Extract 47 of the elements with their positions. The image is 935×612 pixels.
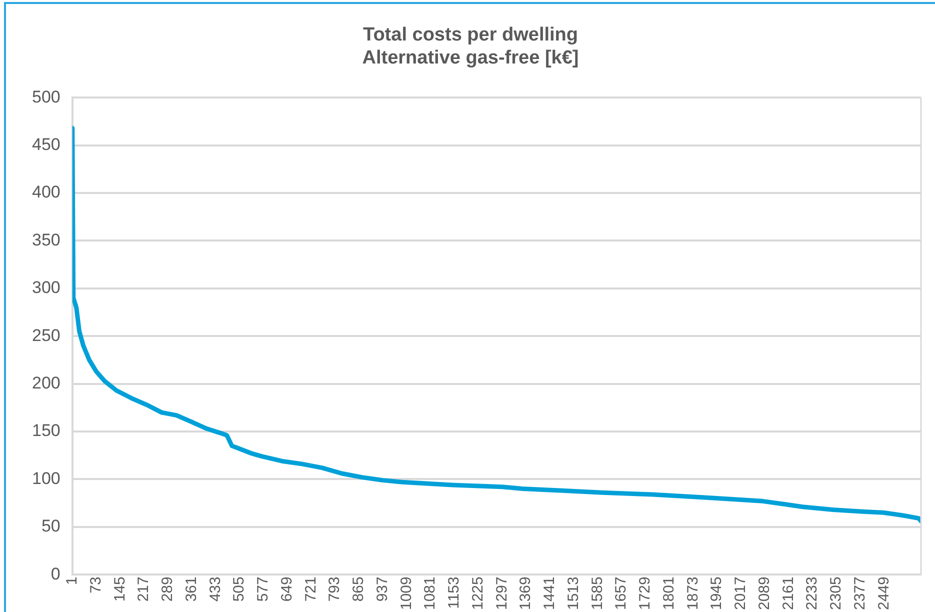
x-tick-label: 1441: [541, 576, 558, 610]
y-tick-label: 100: [32, 468, 60, 488]
x-tick-label: 1513: [564, 576, 582, 610]
x-tick-label: 289: [159, 576, 176, 602]
y-tick-label: 350: [32, 230, 60, 250]
y-tick-label: 400: [32, 182, 60, 202]
x-tick-label: 1369: [517, 576, 534, 610]
x-tick-label: 505: [230, 576, 248, 602]
x-tick-label: 217: [135, 576, 152, 602]
x-tick-label: 649: [278, 576, 296, 602]
x-tick-label: 937: [374, 576, 391, 602]
y-tick-label: 0: [50, 564, 60, 584]
y-tick-label: 250: [32, 326, 60, 345]
x-tick-label: 433: [206, 576, 224, 602]
x-tick-label: 1009: [398, 576, 415, 610]
y-tick-label: 50: [41, 516, 60, 536]
x-tick-label: 73: [87, 576, 104, 594]
x-tick-label: 1225: [469, 576, 486, 610]
x-tick-label: 1873: [684, 576, 702, 610]
x-tick-label: 1: [64, 576, 81, 585]
x-tick-label: 865: [350, 576, 368, 602]
x-tick-label: 2017: [732, 576, 750, 610]
x-tick-label: 1153: [446, 576, 463, 609]
x-tick-label: 2305: [828, 576, 845, 610]
x-tick-label: 2233: [804, 576, 821, 610]
x-tick-label: 1297: [493, 576, 510, 610]
x-tick-label: 2377: [851, 576, 868, 610]
x-tick-label: 1801: [660, 576, 678, 610]
x-tick-label: 1729: [636, 576, 654, 610]
x-tick-label: 1081: [422, 576, 439, 610]
y-tick-label: 500: [32, 87, 60, 106]
x-tick-label: 2449: [875, 576, 892, 610]
y-tick-label: 300: [32, 278, 60, 298]
x-tick-label: 793: [326, 576, 344, 602]
y-tick-label: 150: [32, 421, 60, 440]
x-tick-label: 721: [302, 576, 320, 602]
x-tick-label: 1585: [588, 576, 606, 610]
y-tick-label: 450: [32, 134, 60, 154]
x-tick-label: 361: [182, 576, 200, 602]
x-tick-label: 1945: [708, 576, 726, 610]
x-tick-label: 2089: [756, 576, 773, 610]
x-tick-label: 145: [111, 576, 128, 602]
x-tick-label: 1657: [612, 576, 630, 610]
x-tick-label: 577: [254, 576, 272, 602]
chart-title: Total costs per dwelling Alternative gas-free [k€]: [362, 24, 579, 68]
y-tick-label: 200: [32, 374, 60, 393]
x-tick-label: 2161: [780, 576, 797, 610]
